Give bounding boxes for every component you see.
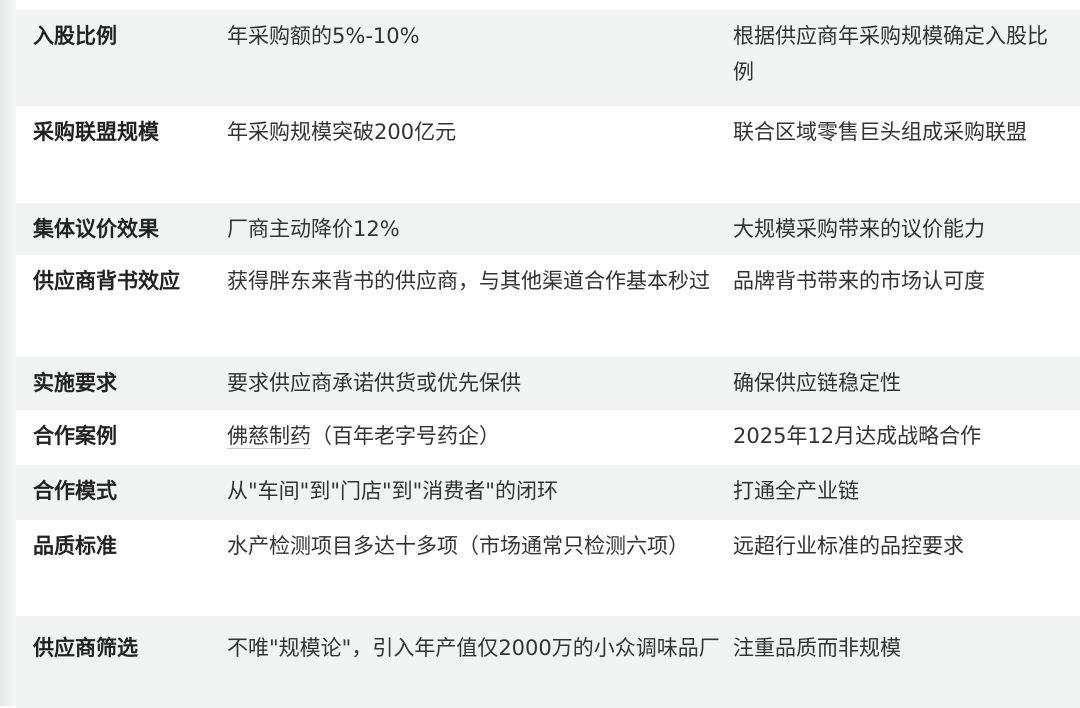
row-content: 年采购额的5%-10% bbox=[227, 24, 420, 48]
row-label: 品质标准 bbox=[33, 534, 117, 558]
row-note: 品牌背书带来的市场认可度 bbox=[733, 269, 985, 293]
table-row: 品质标准 水产检测项目多达十多项（市场通常只检测六项） 远超行业标准的品控要求 bbox=[16, 520, 1080, 616]
row-note: 打通全产业链 bbox=[733, 479, 859, 503]
row-content: 从"车间"到"门店"到"消费者"的闭环 bbox=[227, 479, 558, 503]
page-edge bbox=[0, 0, 16, 706]
table-row: 供应商筛选 不唯"规模论"，引入年产值仅2000万的小众调味品厂 注重品质而非规… bbox=[16, 616, 1080, 708]
row-note: 大规模采购带来的议价能力 bbox=[733, 217, 985, 241]
row-note: 2025年12月达成战略合作 bbox=[733, 424, 982, 448]
row-note: 注重品质而非规模 bbox=[733, 636, 901, 660]
row-label: 入股比例 bbox=[33, 24, 117, 48]
info-table: 入股比例 年采购额的5%-10% 根据供应商年采购规模确定入股比例 采购联盟规模… bbox=[16, 10, 1080, 708]
row-label: 供应商筛选 bbox=[33, 636, 138, 660]
row-label: 实施要求 bbox=[33, 371, 117, 395]
row-label: 供应商背书效应 bbox=[33, 269, 180, 293]
row-label: 集体议价效果 bbox=[33, 217, 159, 241]
table-row: 集体议价效果 厂商主动降价12% 大规模采购带来的议价能力 bbox=[16, 203, 1080, 255]
row-content: 水产检测项目多达十多项（市场通常只检测六项） bbox=[227, 534, 689, 558]
table-row: 实施要求 要求供应商承诺供货或优先保供 确保供应链稳定性 bbox=[16, 357, 1080, 410]
row-note: 根据供应商年采购规模确定入股比例 bbox=[733, 24, 1048, 84]
table-row: 供应商背书效应 获得胖东来背书的供应商，与其他渠道合作基本秒过 品牌背书带来的市… bbox=[16, 255, 1080, 357]
row-content: 年采购规模突破200亿元 bbox=[227, 120, 457, 144]
row-content: 厂商主动降价12% bbox=[227, 217, 400, 241]
row-content: 不唯"规模论"，引入年产值仅2000万的小众调味品厂 bbox=[227, 636, 720, 660]
table-row: 合作案例 佛慈制药（百年老字号药企） 2025年12月达成战略合作 bbox=[16, 410, 1080, 465]
company-link[interactable]: 佛慈制药 bbox=[227, 424, 311, 449]
company-description: （百年老字号药企） bbox=[311, 424, 500, 448]
row-content: 佛慈制药（百年老字号药企） bbox=[227, 410, 733, 465]
row-label: 采购联盟规模 bbox=[33, 120, 159, 144]
row-note: 远超行业标准的品控要求 bbox=[733, 534, 964, 558]
row-note: 联合区域零售巨头组成采购联盟 bbox=[733, 120, 1027, 144]
row-label: 合作案例 bbox=[33, 424, 117, 448]
row-note: 确保供应链稳定性 bbox=[733, 371, 901, 395]
table-row: 入股比例 年采购额的5%-10% 根据供应商年采购规模确定入股比例 bbox=[16, 10, 1080, 106]
table-row: 合作模式 从"车间"到"门店"到"消费者"的闭环 打通全产业链 bbox=[16, 465, 1080, 520]
table-row: 采购联盟规模 年采购规模突破200亿元 联合区域零售巨头组成采购联盟 bbox=[16, 106, 1080, 203]
row-content: 获得胖东来背书的供应商，与其他渠道合作基本秒过 bbox=[227, 269, 710, 293]
row-content: 要求供应商承诺供货或优先保供 bbox=[227, 371, 521, 395]
row-label: 合作模式 bbox=[33, 479, 117, 503]
